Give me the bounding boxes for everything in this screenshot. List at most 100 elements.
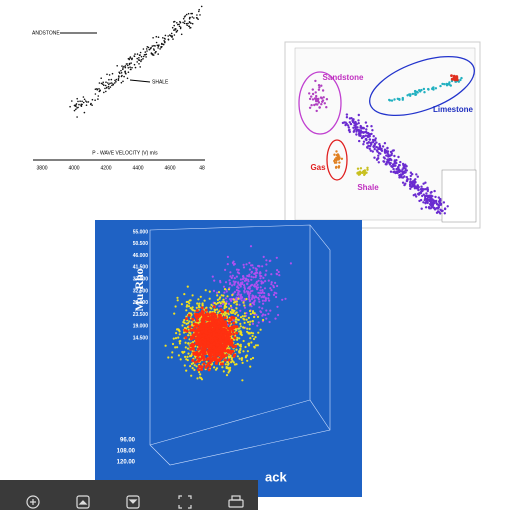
- dot: [242, 263, 245, 266]
- dot: [424, 181, 427, 184]
- tick-label: 23.500: [133, 312, 149, 318]
- dot: [397, 167, 400, 170]
- dot: [236, 285, 239, 288]
- dot: [378, 147, 382, 150]
- dot: [246, 330, 249, 333]
- dot: [188, 299, 191, 302]
- dot: [240, 293, 243, 296]
- dot: [227, 327, 231, 330]
- previous-button[interactable]: [76, 495, 90, 509]
- dot: [136, 61, 138, 63]
- dot: [366, 168, 369, 171]
- dot: [101, 83, 104, 85]
- dot: [245, 318, 248, 321]
- dot: [230, 343, 234, 347]
- dot: [113, 82, 116, 84]
- dot: [183, 328, 187, 332]
- dot: [105, 81, 107, 83]
- dot: [390, 153, 393, 157]
- toolbar-bg: [0, 480, 258, 510]
- dot: [164, 34, 167, 37]
- dot: [187, 342, 190, 345]
- dot: [243, 312, 246, 315]
- dot: [317, 97, 320, 101]
- dot: [401, 181, 405, 184]
- dot: [94, 93, 97, 95]
- dot: [275, 273, 279, 276]
- region-label: Shale: [357, 183, 379, 192]
- dot: [99, 89, 101, 92]
- dot: [242, 339, 245, 343]
- dot: [405, 176, 408, 179]
- dot: [401, 172, 405, 176]
- dot: [216, 298, 219, 301]
- dot: [236, 336, 239, 339]
- dot: [203, 299, 206, 302]
- dot: [228, 356, 231, 359]
- dot: [183, 16, 186, 18]
- print-button[interactable]: [228, 495, 244, 508]
- dot: [426, 200, 429, 203]
- dot: [239, 316, 243, 319]
- dot: [257, 331, 260, 334]
- dot: [225, 353, 228, 357]
- dot: [218, 324, 221, 328]
- dot: [81, 103, 83, 106]
- dot: [210, 307, 213, 310]
- dot: [270, 273, 273, 276]
- dot: [185, 317, 188, 321]
- dot: [439, 212, 442, 215]
- dot: [245, 297, 248, 301]
- dot: [425, 192, 428, 195]
- dot: [368, 147, 371, 150]
- dot: [182, 331, 186, 334]
- dot: [269, 287, 272, 290]
- dot: [216, 301, 219, 305]
- dot: [159, 48, 161, 50]
- dot: [267, 293, 270, 297]
- dot: [357, 122, 360, 125]
- dot: [201, 310, 205, 314]
- dot: [264, 313, 267, 317]
- dot: [246, 274, 249, 277]
- dot: [233, 281, 237, 284]
- dot: [117, 79, 120, 81]
- fullscreen-button[interactable]: [178, 495, 192, 509]
- dot: [265, 317, 268, 320]
- dot: [218, 335, 222, 339]
- dot: [187, 305, 191, 308]
- dot: [370, 132, 373, 136]
- dot: [223, 288, 227, 291]
- next-button[interactable]: [126, 495, 140, 509]
- dot: [267, 279, 270, 282]
- zoom-in-button[interactable]: [26, 495, 40, 509]
- dot: [184, 336, 188, 340]
- dot: [261, 290, 264, 294]
- dot: [81, 100, 83, 103]
- dot: [247, 275, 251, 278]
- dot: [314, 103, 318, 106]
- dot: [186, 304, 189, 307]
- dot: [185, 369, 188, 372]
- dot: [192, 333, 196, 337]
- dot: [221, 310, 225, 314]
- dot: [199, 373, 202, 376]
- dot: [416, 175, 419, 178]
- dot: [232, 321, 236, 325]
- dot: [229, 299, 232, 302]
- dot: [435, 207, 438, 210]
- dot: [218, 301, 221, 304]
- dot: [219, 305, 223, 308]
- dot: [157, 36, 160, 38]
- dot: [321, 99, 325, 102]
- dot: [183, 350, 186, 353]
- tick-label: 37.000: [133, 277, 149, 283]
- dot: [351, 120, 355, 124]
- dot: [420, 189, 424, 193]
- dot: [187, 352, 190, 355]
- dot: [313, 103, 316, 107]
- dot: [69, 105, 71, 108]
- dot: [241, 278, 244, 281]
- dot: [85, 104, 88, 106]
- dot: [268, 320, 271, 324]
